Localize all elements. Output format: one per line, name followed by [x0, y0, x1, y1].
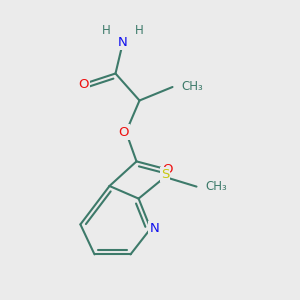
- Text: N: N: [149, 222, 159, 235]
- Text: H: H: [102, 23, 111, 37]
- Text: O: O: [78, 77, 89, 91]
- Text: O: O: [118, 125, 129, 139]
- Text: CH₃: CH₃: [205, 180, 227, 193]
- Text: S: S: [161, 168, 169, 181]
- Text: N: N: [118, 35, 128, 49]
- Text: CH₃: CH₃: [181, 80, 203, 94]
- Text: O: O: [162, 163, 173, 176]
- Text: H: H: [135, 23, 144, 37]
